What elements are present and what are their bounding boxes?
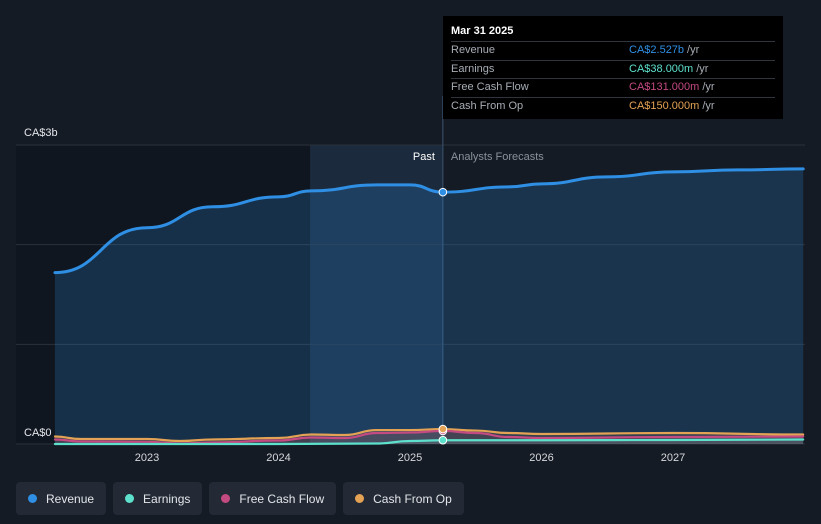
past-label: Past: [413, 151, 435, 163]
tooltip-unit: /yr: [702, 99, 715, 112]
legend-item-revenue[interactable]: Revenue: [16, 482, 107, 515]
legend-label: Free Cash Flow: [239, 491, 325, 506]
tooltip-value: CA$2.527b: [629, 44, 685, 56]
x-tick-label: 2025: [398, 452, 422, 464]
legend-dot-icon: [28, 494, 37, 503]
revenue-area: [54, 168, 804, 445]
legend-dot-icon: [221, 494, 231, 503]
cfo-line: [53, 427, 805, 443]
fcf-line: [53, 429, 805, 445]
legend-item-cash-from-op[interactable]: Cash From Op: [343, 482, 464, 515]
earnings-marker: [438, 435, 448, 445]
legend-item-earnings[interactable]: Earnings: [113, 482, 203, 515]
tooltip-label: Revenue: [451, 44, 496, 56]
x-tick-label: 2027: [661, 452, 685, 464]
highlight-band: [310, 145, 443, 444]
x-tick-label: 2026: [529, 452, 553, 464]
tooltip-row-cash-from-op: Cash From Op CA$150.000m /yr: [451, 96, 775, 116]
tooltip-value: CA$150.000m: [629, 99, 700, 112]
x-tick-label: 2023: [135, 452, 159, 464]
legend-label: Revenue: [46, 491, 95, 506]
hover-tooltip: Mar 31 2025 Revenue CA$2.527b /yr Earnin…: [443, 16, 783, 119]
cfo-marker: [438, 424, 448, 434]
legend-label: Earnings: [143, 491, 191, 506]
y-axis-bottom-label: CA$0: [24, 427, 52, 439]
earnings-line: [53, 438, 805, 446]
legend-dot-icon: [355, 494, 365, 503]
tooltip-value: CA$38.000m: [629, 62, 694, 75]
y-axis-top-label: CA$3b: [24, 127, 58, 139]
tooltip-unit: /yr: [696, 62, 709, 75]
forecast-label: Analysts Forecasts: [451, 151, 544, 163]
legend-dot-icon: [125, 494, 135, 503]
x-tick-label: 2024: [266, 452, 290, 464]
tooltip-row-earnings: Earnings CA$38.000m /yr: [451, 59, 775, 79]
legend-label: Cash From Op: [373, 491, 452, 506]
tooltip-unit: /yr: [702, 81, 715, 93]
tooltip-label: Earnings: [451, 62, 495, 75]
chart-legend: Revenue Earnings Free Cash Flow Cash Fro…: [16, 482, 471, 515]
revenue-line: [53, 167, 805, 275]
tooltip-date: Mar 31 2025: [451, 25, 514, 37]
tooltip-unit: /yr: [687, 44, 700, 56]
revenue-marker: [438, 187, 448, 197]
tooltip-label: Free Cash Flow: [451, 81, 529, 93]
tooltip-value: CA$131.000m: [629, 81, 700, 93]
tooltip-label: Cash From Op: [451, 99, 524, 112]
tooltip-row-revenue: Revenue CA$2.527b /yr: [451, 41, 775, 60]
legend-item-free-cash-flow[interactable]: Free Cash Flow: [209, 482, 337, 515]
tooltip-row-free-cash-flow: Free Cash Flow CA$131.000m /yr: [451, 78, 775, 97]
